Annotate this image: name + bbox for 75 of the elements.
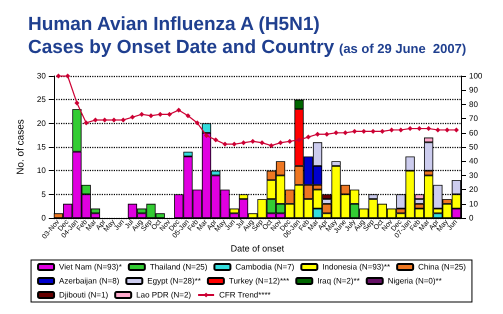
y2-tick-label: 30 [469, 170, 478, 180]
chart-subtitle: (as of 29 June 2007) [339, 41, 466, 56]
legend-label: Iraq (N=2)** [317, 276, 360, 286]
legend-label: Viet Nam (N=93)* [59, 262, 122, 272]
point [352, 128, 358, 134]
y2-tick-label: 60 [469, 128, 478, 138]
legend-label: Indonesia (N=93)** [322, 262, 390, 272]
y-tick-label: 30 [36, 72, 46, 80]
legend-label: CFR Trend**** [219, 290, 271, 300]
point [435, 127, 440, 132]
point [315, 132, 320, 137]
point [268, 143, 274, 148]
point [204, 133, 209, 138]
point [324, 132, 330, 137]
legend-label: Cambodia (N=7) [235, 262, 295, 272]
point [120, 118, 126, 123]
point [361, 128, 366, 134]
point [278, 140, 284, 146]
point [102, 118, 108, 123]
point [176, 108, 182, 113]
legend-label: Djibouti (N=1) [59, 290, 109, 300]
point [92, 118, 98, 123]
legend-label: Egypt (N=28)** [147, 276, 201, 286]
y-tick-label: 10 [36, 166, 46, 176]
y2-tick-label: 20 [469, 185, 478, 194]
y-tick-label: 15 [36, 142, 46, 152]
point [241, 140, 246, 146]
point [260, 140, 265, 146]
y2-tick-label: 0 [469, 214, 474, 222]
y-tick-label: 25 [36, 95, 46, 104]
point [370, 128, 376, 134]
point [74, 100, 80, 106]
point [454, 127, 459, 132]
legend-label: China (N=25) [418, 262, 466, 272]
point [232, 142, 237, 147]
legend-label: Lao PDR (N=2) [136, 290, 192, 300]
point [426, 126, 432, 132]
y-axis-title: No. of cases [16, 119, 26, 175]
point [287, 138, 292, 144]
point [185, 113, 190, 118]
point [306, 134, 311, 140]
legend-label: Nigeria (N=0)** [388, 276, 442, 286]
point [56, 74, 61, 78]
y-tick-label: 0 [41, 214, 46, 222]
point [84, 120, 89, 126]
y2-tick-label: 80 [469, 100, 478, 109]
point [398, 127, 404, 132]
point [250, 138, 256, 144]
point [139, 112, 144, 117]
y-tick-label: 20 [36, 118, 46, 128]
legend-label: Turkey (N=12)*** [228, 276, 290, 286]
point [296, 137, 302, 142]
x-axis-title: Date of onset [230, 244, 285, 254]
point [334, 130, 339, 136]
point [130, 114, 135, 120]
point [148, 113, 154, 118]
point [166, 112, 172, 117]
point [194, 120, 200, 126]
legend-label: Azerbaijan (N=8) [59, 276, 120, 286]
point [342, 130, 348, 136]
point [213, 137, 218, 142]
point [380, 128, 385, 134]
y2-tick-label: 100 [469, 72, 483, 80]
point [444, 127, 450, 132]
y-tick-label: 5 [41, 190, 46, 199]
y2-tick-label: 40 [469, 156, 478, 166]
point [65, 74, 70, 78]
y2-tick-label: 70 [469, 114, 478, 124]
legend-label: Thailand (N=25) [150, 262, 208, 272]
point [416, 126, 422, 132]
y2-tick-label: 90 [469, 86, 478, 95]
y2-tick-label: 50 [469, 142, 478, 152]
chart-title: Human Avian Influenza A (H5N1) Cases by Onset Date and Country [28, 14, 335, 58]
y2-tick-label: 10 [469, 199, 478, 208]
point [158, 112, 163, 117]
